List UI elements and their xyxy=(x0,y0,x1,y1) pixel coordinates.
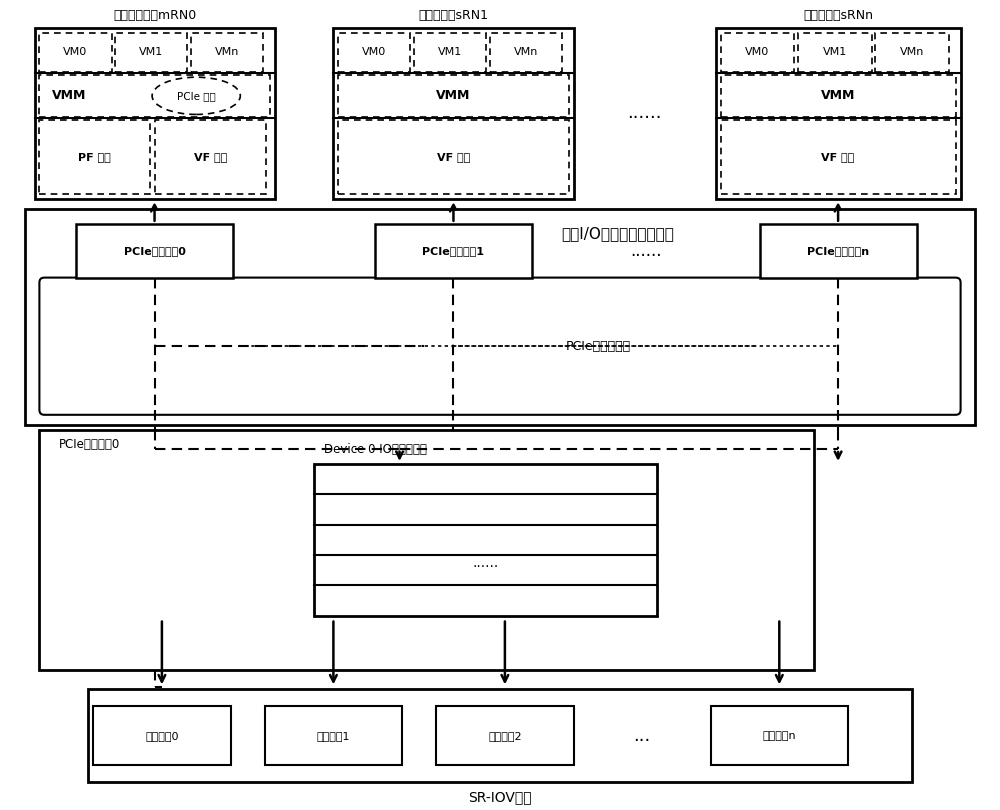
Bar xyxy=(798,32,872,72)
Text: VMn: VMn xyxy=(900,47,924,58)
Text: VMM: VMM xyxy=(436,89,471,102)
Text: PCIe 管理: PCIe 管理 xyxy=(177,91,216,100)
Text: 多根I/O虚拟化共享控制器: 多根I/O虚拟化共享控制器 xyxy=(561,226,674,241)
Text: PCIe上游端口0: PCIe上游端口0 xyxy=(124,245,185,256)
Text: 从属根节点sRN1: 从属根节点sRN1 xyxy=(418,10,488,23)
Bar xyxy=(39,120,150,194)
Text: PF 驱动: PF 驱动 xyxy=(78,152,111,162)
Bar xyxy=(155,120,266,194)
Bar xyxy=(39,75,270,117)
Bar xyxy=(716,28,961,199)
Text: PCIe下游端口0: PCIe下游端口0 xyxy=(59,437,120,450)
Bar xyxy=(760,224,916,278)
Text: VM1: VM1 xyxy=(823,47,847,58)
Text: PCIe多根交换机: PCIe多根交换机 xyxy=(565,339,631,352)
Text: VM0: VM0 xyxy=(63,47,88,58)
Text: VM0: VM0 xyxy=(745,47,770,58)
Text: VF 驱动: VF 驱动 xyxy=(194,152,227,162)
Bar xyxy=(338,75,569,117)
Text: 主控制根节点mRN0: 主控制根节点mRN0 xyxy=(113,10,196,23)
Text: VMM: VMM xyxy=(821,89,855,102)
Bar xyxy=(88,689,912,782)
Bar xyxy=(436,706,574,765)
Bar xyxy=(39,429,814,670)
Text: VMn: VMn xyxy=(215,47,239,58)
Bar xyxy=(76,224,233,278)
Text: VM1: VM1 xyxy=(438,47,462,58)
Bar xyxy=(338,120,569,194)
Bar xyxy=(720,32,794,72)
Bar xyxy=(338,32,410,72)
Bar xyxy=(93,706,231,765)
Text: 虚拟功能1: 虚拟功能1 xyxy=(317,731,350,741)
Text: VM0: VM0 xyxy=(362,47,387,58)
Bar xyxy=(720,120,956,194)
Text: VF 驱动: VF 驱动 xyxy=(821,152,855,162)
Bar xyxy=(711,706,848,765)
Text: ......: ...... xyxy=(630,241,662,260)
Ellipse shape xyxy=(152,77,240,114)
Text: PCIe上游端口1: PCIe上游端口1 xyxy=(422,245,484,256)
Text: ......: ...... xyxy=(627,104,662,122)
Bar xyxy=(720,75,956,117)
Bar xyxy=(115,32,187,72)
Bar xyxy=(414,32,486,72)
FancyBboxPatch shape xyxy=(39,278,961,415)
Text: VF 驱动: VF 驱动 xyxy=(437,152,470,162)
Bar xyxy=(333,28,574,199)
Text: ...: ... xyxy=(633,727,651,744)
Text: VMM: VMM xyxy=(52,89,86,102)
Bar xyxy=(375,224,532,278)
Text: 物理功能0: 物理功能0 xyxy=(145,731,179,741)
Bar xyxy=(34,28,275,199)
Text: 虚拟功能2: 虚拟功能2 xyxy=(488,731,522,741)
Bar xyxy=(191,32,263,72)
Text: ......: ...... xyxy=(472,556,498,569)
Text: 从属根节点sRNn: 从属根节点sRNn xyxy=(803,10,873,23)
Text: 虚拟功能n: 虚拟功能n xyxy=(762,731,796,741)
Bar xyxy=(875,32,949,72)
Bar xyxy=(314,464,657,616)
Bar xyxy=(265,706,402,765)
Text: PCIe上游端口n: PCIe上游端口n xyxy=(807,245,869,256)
Text: VM1: VM1 xyxy=(139,47,163,58)
Bar xyxy=(25,209,975,424)
Bar xyxy=(39,32,112,72)
Text: Device 0 IO资源分配表: Device 0 IO资源分配表 xyxy=(324,442,426,455)
Text: VMn: VMn xyxy=(513,47,538,58)
Bar xyxy=(490,32,562,72)
Text: SR-IOV设备: SR-IOV设备 xyxy=(468,790,532,804)
